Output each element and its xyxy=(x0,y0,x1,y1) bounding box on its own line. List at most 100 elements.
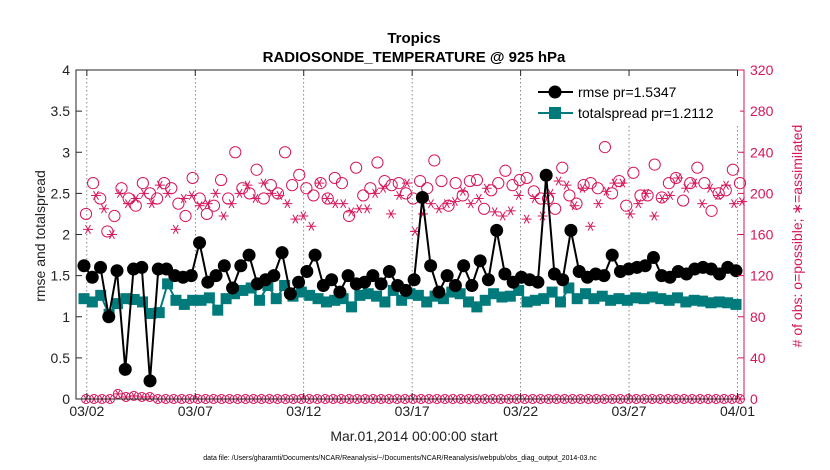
rmse-marker xyxy=(424,259,438,273)
rmse-marker xyxy=(184,269,198,283)
totalspread-marker xyxy=(663,294,675,306)
rmse-series xyxy=(77,168,743,388)
rmse-marker xyxy=(605,248,619,262)
totalspread-marker xyxy=(479,294,491,306)
obs-assimilated-marker xyxy=(186,190,197,201)
totalspread-marker xyxy=(421,296,433,308)
obs-possible-marker xyxy=(186,171,199,185)
obs-zero-marker xyxy=(120,391,131,402)
rmse-marker xyxy=(275,246,289,260)
obs-zero-marker xyxy=(128,390,139,401)
rmse-marker xyxy=(407,273,421,287)
rmse-marker xyxy=(85,270,99,284)
legend-rmse-marker xyxy=(548,85,562,99)
rmse-marker xyxy=(135,260,149,274)
rmse-marker xyxy=(226,281,240,295)
totalspread-marker xyxy=(646,291,658,303)
obs-possible-marker xyxy=(87,176,100,190)
rmse-marker xyxy=(110,264,124,278)
footnote: data file: /Users/gharamti/Documents/NCA… xyxy=(203,455,597,462)
obs-possible-marker xyxy=(655,191,668,204)
rmse-marker xyxy=(193,236,207,250)
obs-assimilated-marker xyxy=(481,183,492,193)
totalspread-marker xyxy=(471,301,483,313)
obs-possible-marker xyxy=(556,161,569,174)
rmse-marker xyxy=(374,277,388,291)
totalspread-marker xyxy=(655,293,667,305)
totalspread-marker xyxy=(613,293,625,305)
x-tick-label: 03/27 xyxy=(612,403,647,419)
totalspread-marker xyxy=(580,288,592,300)
rmse-marker xyxy=(564,223,578,237)
obs-possible-marker xyxy=(428,154,441,167)
totalspread-marker xyxy=(396,294,408,306)
obs-assimilated-marker xyxy=(441,199,452,209)
totalspread-marker xyxy=(153,307,165,319)
obs-possible-marker xyxy=(136,176,149,190)
y-axis-label: rmse and totalspread xyxy=(32,170,48,302)
totalspread-marker xyxy=(379,296,391,308)
totalspread-marker xyxy=(730,298,742,310)
x-tick-label: 03/12 xyxy=(286,403,321,419)
obs-possible-marker xyxy=(648,158,661,171)
rmse-marker xyxy=(102,310,116,324)
obs-assimilated-marker xyxy=(425,199,436,209)
rmse-marker xyxy=(209,269,223,283)
obs-possible-marker xyxy=(477,202,491,215)
obs-assimilated-marker xyxy=(378,183,389,193)
totalspread-marker xyxy=(630,292,642,304)
obs-possible-marker xyxy=(513,173,526,187)
y2-tick-label: 240 xyxy=(750,144,774,160)
obs-possible-marker xyxy=(705,204,718,217)
y-tick-label: 1 xyxy=(62,309,70,325)
totalspread-marker xyxy=(178,298,190,310)
rmse-marker xyxy=(292,275,306,289)
totalspread-marker xyxy=(187,294,199,306)
obs-assimilated-marker xyxy=(130,193,141,204)
obs-possible-marker xyxy=(321,192,334,205)
totalspread-marker xyxy=(680,296,692,308)
obs-possible-marker xyxy=(620,199,633,212)
obs-possible-marker xyxy=(563,189,576,202)
totalspread-marker xyxy=(362,288,374,300)
x-tick-label: 03/07 xyxy=(178,403,213,419)
obs-assimilated-marker xyxy=(601,186,612,196)
obs-zero-star xyxy=(129,392,138,400)
legend-box xyxy=(528,78,740,126)
totalspread-marker xyxy=(437,293,449,305)
obs-assimilated-marker xyxy=(234,188,245,198)
obs-possible-marker xyxy=(726,163,739,176)
totalspread-marker xyxy=(412,289,424,301)
totalspread-marker xyxy=(605,294,617,306)
rmse-marker xyxy=(448,278,462,292)
obs-possible-marker xyxy=(470,173,484,187)
x-tick-label: 04/01 xyxy=(720,403,755,419)
obs-possible-marker xyxy=(200,207,213,221)
obs-assimilated-marker xyxy=(338,199,349,209)
obs-assimilated-marker xyxy=(282,199,293,209)
obs-assimilated-marker xyxy=(242,180,253,190)
obs-assimilated-marker xyxy=(122,199,133,209)
obs-assimilated-marker xyxy=(505,206,516,216)
obs-possible-marker xyxy=(435,174,448,188)
rmse-marker xyxy=(539,168,553,182)
obs-assimilated-marker xyxy=(298,211,309,221)
grid xyxy=(86,70,738,399)
rmse-marker xyxy=(217,259,231,273)
obs-assimilated-marker xyxy=(306,221,317,231)
y2-tick-label: 280 xyxy=(750,103,774,119)
totalspread-marker xyxy=(195,294,207,306)
obs-assimilated-marker xyxy=(489,207,500,217)
obs-assimilated-marker xyxy=(106,229,117,240)
totalspread-marker xyxy=(137,296,149,308)
obs-assimilated-marker xyxy=(90,190,101,201)
obs-assimilated-marker xyxy=(577,183,588,193)
obs-assimilated-marker xyxy=(346,207,357,217)
obs-assimilated-marker xyxy=(625,209,636,219)
obs-assimilated-marker xyxy=(250,193,261,204)
obs-possible-marker xyxy=(499,164,512,177)
obs-possible-marker xyxy=(463,174,476,188)
obs-assimilated-marker xyxy=(705,183,716,193)
obs-possible-marker xyxy=(449,176,462,190)
totalspread-marker xyxy=(671,292,683,304)
